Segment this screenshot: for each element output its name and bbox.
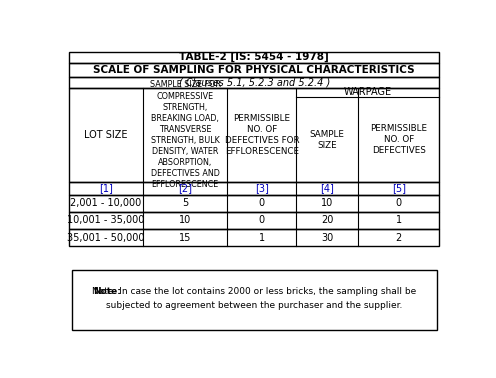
- Text: ( Clauses 5.1, 5.2.3 and 5.2.4 ): ( Clauses 5.1, 5.2.3 and 5.2.4 ): [179, 77, 330, 87]
- Text: SAMPLE
SIZE: SAMPLE SIZE: [310, 130, 345, 150]
- Text: 30: 30: [321, 232, 333, 243]
- Bar: [69, 63, 439, 76]
- Text: 10: 10: [179, 215, 191, 225]
- Text: 2: 2: [396, 232, 402, 243]
- Bar: [69, 212, 439, 229]
- Text: PERMISSIBLE
NO. OF
DEFECTIVES: PERMISSIBLE NO. OF DEFECTIVES: [370, 124, 427, 155]
- Text: 10: 10: [321, 198, 333, 208]
- Text: [1]: [1]: [99, 183, 113, 194]
- Text: Note: In case the lot contains 2000 or less bricks, the sampling shall be: Note: In case the lot contains 2000 or l…: [92, 287, 416, 296]
- Bar: [69, 88, 439, 182]
- Bar: [71, 270, 437, 330]
- Text: 15: 15: [179, 232, 191, 243]
- Text: [3]: [3]: [255, 183, 269, 194]
- Text: SAMPLE SIZE FOR
COMPRESSIVE
STRENGTH,
BREAKING LOAD,
TRANSVERSE
STRENGTH, BULK
D: SAMPLE SIZE FOR COMPRESSIVE STRENGTH, BR…: [149, 81, 221, 189]
- Text: [2]: [2]: [178, 183, 192, 194]
- Bar: [69, 195, 439, 212]
- Text: WARPAGE: WARPAGE: [344, 87, 392, 98]
- Text: 0: 0: [396, 198, 402, 208]
- Text: Note:: Note:: [94, 287, 122, 296]
- Text: SCALE OF SAMPLING FOR PHYSICAL CHARACTERISTICS: SCALE OF SAMPLING FOR PHYSICAL CHARACTER…: [93, 65, 415, 75]
- Text: 1: 1: [396, 215, 402, 225]
- Text: 0: 0: [259, 198, 265, 208]
- Text: TABLE-2 [IS: 5454 - 1978]: TABLE-2 [IS: 5454 - 1978]: [180, 52, 329, 62]
- Text: 2,001 - 10,000: 2,001 - 10,000: [70, 198, 141, 208]
- Bar: [69, 229, 439, 246]
- Text: 20: 20: [321, 215, 333, 225]
- Bar: [69, 76, 439, 88]
- Text: 10,001 - 35,000: 10,001 - 35,000: [67, 215, 144, 225]
- Text: PERMISSIBLE
NO. OF
DEFECTIVES FOR
EFFLORESCENCE: PERMISSIBLE NO. OF DEFECTIVES FOR EFFLOR…: [225, 114, 299, 156]
- Text: 35,001 - 50,000: 35,001 - 50,000: [67, 232, 144, 243]
- Text: subjected to agreement between the purchaser and the supplier.: subjected to agreement between the purch…: [106, 301, 402, 310]
- Bar: [69, 52, 439, 63]
- Text: LOT SIZE: LOT SIZE: [84, 130, 127, 140]
- Text: [4]: [4]: [320, 183, 334, 194]
- Text: 0: 0: [259, 215, 265, 225]
- Text: 1: 1: [259, 232, 265, 243]
- Text: 5: 5: [182, 198, 188, 208]
- Bar: [69, 182, 439, 195]
- Text: [5]: [5]: [392, 183, 406, 194]
